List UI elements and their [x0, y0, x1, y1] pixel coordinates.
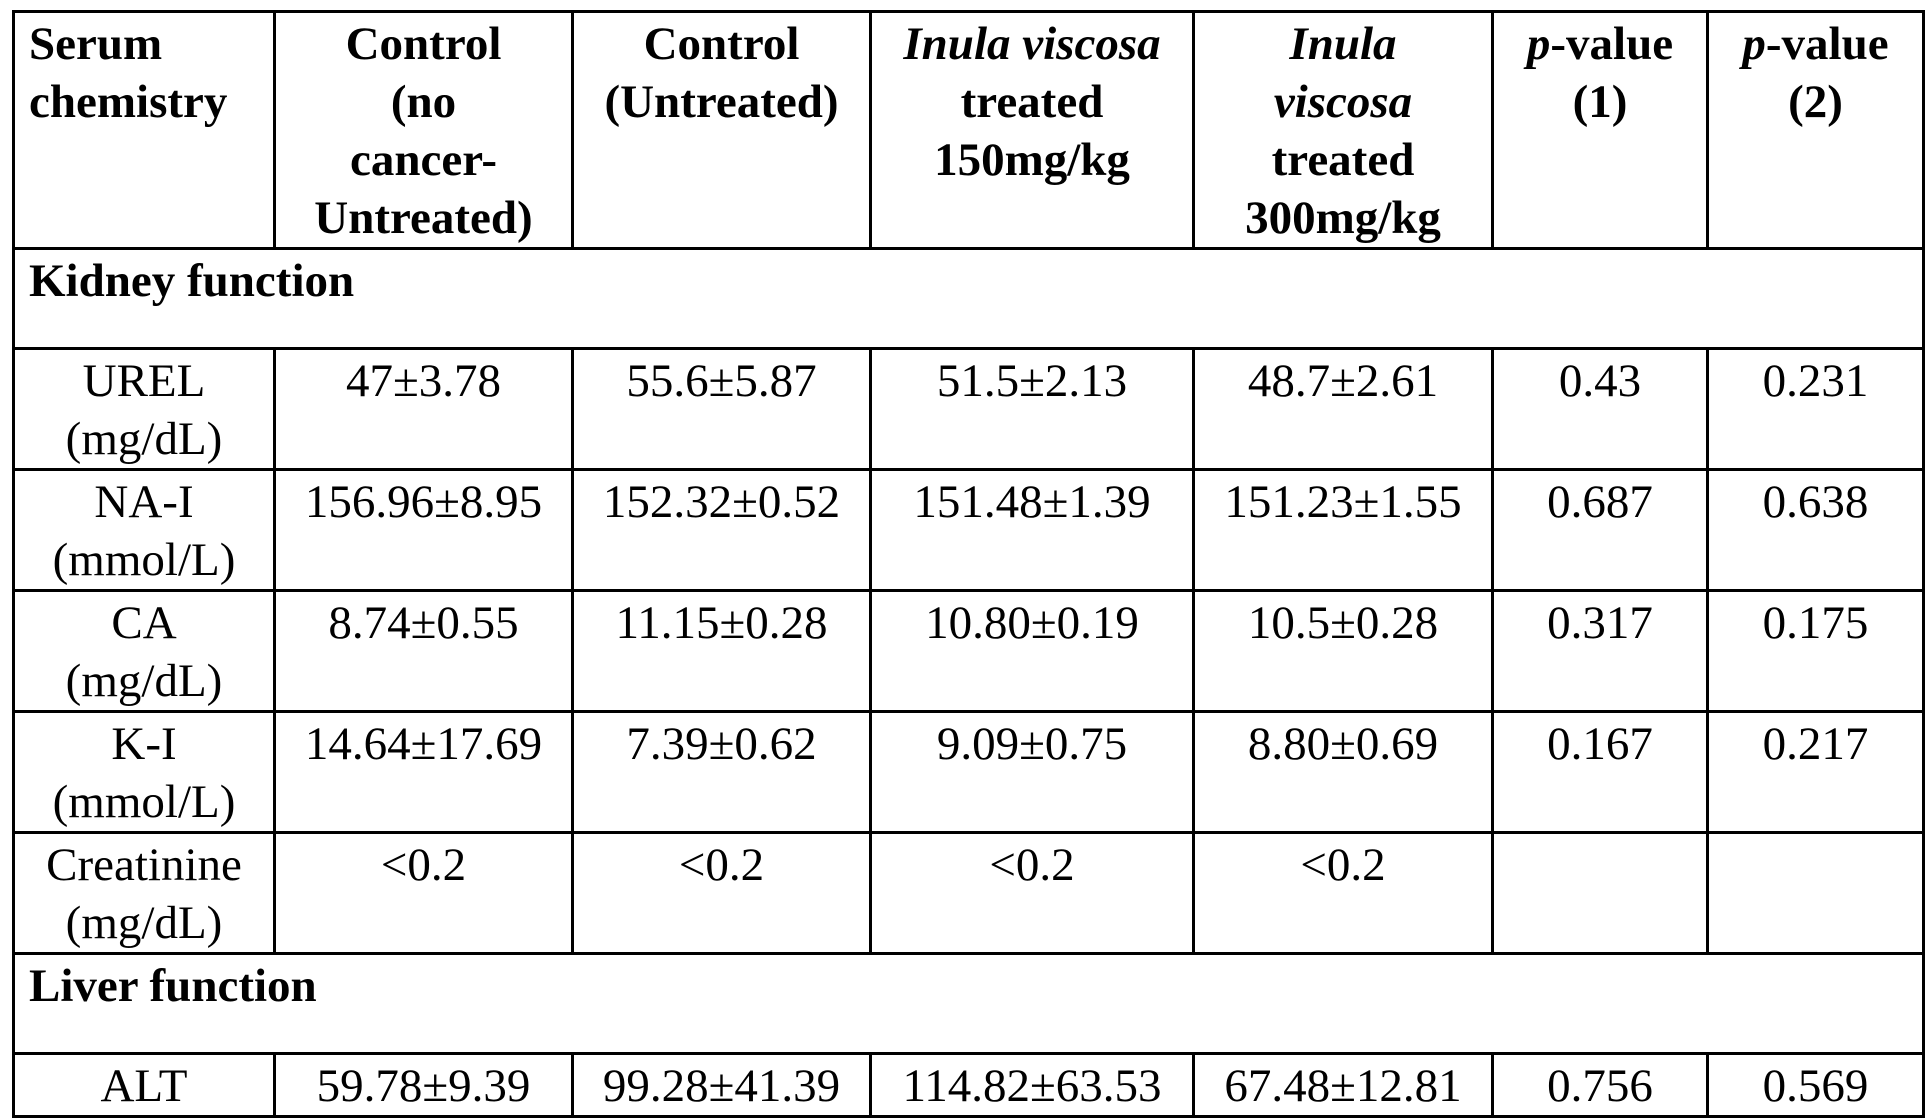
table-cell: 152.32±0.52: [573, 470, 871, 591]
table-cell: 67.48±12.81: [1194, 1054, 1493, 1117]
table-cell: 10.80±0.19: [871, 591, 1194, 712]
analyte-name: Creatinine: [29, 836, 259, 894]
table-cell: 48.7±2.61: [1194, 349, 1493, 470]
header-row: Serum chemistry Control (no cancer- Untr…: [14, 12, 1924, 249]
analyte-name: CA: [29, 594, 259, 652]
table-cell: 0.43: [1493, 349, 1708, 470]
table-cell: 151.23±1.55: [1194, 470, 1493, 591]
row-label: Creatinine (mg/dL): [14, 833, 275, 954]
section-title: Liver function: [14, 954, 1924, 1054]
table-row: UREL (mg/dL) 47±3.78 55.6±5.87 51.5±2.13…: [14, 349, 1924, 470]
header-text: chemistry: [29, 73, 259, 131]
header-text: cancer-: [290, 131, 557, 189]
header-text: Control: [588, 15, 855, 73]
table-cell: 47±3.78: [275, 349, 573, 470]
row-label: CA (mg/dL): [14, 591, 275, 712]
header-text: (Untreated): [588, 73, 855, 131]
table-row: Creatinine (mg/dL) <0.2 <0.2 <0.2 <0.2: [14, 833, 1924, 954]
section-title: Kidney function: [14, 249, 1924, 349]
header-p-value-2: p-value (2): [1708, 12, 1924, 249]
analyte-name: K-I: [29, 715, 259, 773]
analyte-unit: (mmol/L): [29, 531, 259, 589]
header-text: Serum: [29, 15, 259, 73]
header-text: p-value: [1508, 15, 1692, 73]
header-text: 150mg/kg: [886, 131, 1178, 189]
table-cell: 8.80±0.69: [1194, 712, 1493, 833]
table-row: ALT 59.78±9.39 99.28±41.39 114.82±63.53 …: [14, 1054, 1924, 1117]
table-cell: 8.74±0.55: [275, 591, 573, 712]
header-text: treated: [886, 73, 1178, 131]
table-cell: 10.5±0.28: [1194, 591, 1493, 712]
header-control-untreated: Control (Untreated): [573, 12, 871, 249]
analyte-unit: (mg/dL): [29, 652, 259, 710]
table-cell: 156.96±8.95: [275, 470, 573, 591]
table-row: K-I (mmol/L) 14.64±17.69 7.39±0.62 9.09±…: [14, 712, 1924, 833]
header-text: p-value: [1723, 15, 1908, 73]
p-suffix: -value: [1550, 18, 1673, 70]
analyte-name: NA-I: [29, 473, 259, 531]
table-cell: 151.48±1.39: [871, 470, 1194, 591]
row-label: UREL (mg/dL): [14, 349, 275, 470]
header-text: Inula: [1209, 15, 1477, 73]
header-text: treated: [1209, 131, 1477, 189]
table-cell: 59.78±9.39: [275, 1054, 573, 1117]
header-text: (1): [1508, 73, 1692, 131]
table-cell: 0.175: [1708, 591, 1924, 712]
header-text: 300mg/kg: [1209, 189, 1477, 247]
table-cell: [1493, 833, 1708, 954]
header-p-value-1: p-value (1): [1493, 12, 1708, 249]
section-row-kidney: Kidney function: [14, 249, 1924, 349]
header-serum-chemistry: Serum chemistry: [14, 12, 275, 249]
header-text: (no: [290, 73, 557, 131]
row-label: NA-I (mmol/L): [14, 470, 275, 591]
table-cell: 0.756: [1493, 1054, 1708, 1117]
section-row-liver: Liver function: [14, 954, 1924, 1054]
table-cell: 0.638: [1708, 470, 1924, 591]
p-symbol: p: [1742, 18, 1766, 70]
table-cell: 55.6±5.87: [573, 349, 871, 470]
table-cell: 0.167: [1493, 712, 1708, 833]
analyte-name: ALT: [29, 1057, 259, 1115]
table-cell: <0.2: [1194, 833, 1493, 954]
table-cell: 0.231: [1708, 349, 1924, 470]
table-cell: 0.317: [1493, 591, 1708, 712]
table-cell: 9.09±0.75: [871, 712, 1194, 833]
header-text: Inula viscosa: [886, 15, 1178, 73]
row-label: ALT: [14, 1054, 275, 1117]
table-cell: [1708, 833, 1924, 954]
table-cell: <0.2: [573, 833, 871, 954]
row-label: K-I (mmol/L): [14, 712, 275, 833]
header-text: Untreated): [290, 189, 557, 247]
table-cell: 0.217: [1708, 712, 1924, 833]
table-cell: 51.5±2.13: [871, 349, 1194, 470]
table-cell: 14.64±17.69: [275, 712, 573, 833]
header-text: (2): [1723, 73, 1908, 131]
analyte-unit: (mg/dL): [29, 410, 259, 468]
table-cell: 114.82±63.53: [871, 1054, 1194, 1117]
analyte-name: UREL: [29, 352, 259, 410]
table-cell: 0.569: [1708, 1054, 1924, 1117]
p-suffix: -value: [1766, 18, 1889, 70]
table-cell: 99.28±41.39: [573, 1054, 871, 1117]
analyte-unit: (mmol/L): [29, 773, 259, 831]
table-cell: 11.15±0.28: [573, 591, 871, 712]
table-cell: <0.2: [275, 833, 573, 954]
header-text: Control: [290, 15, 557, 73]
table-cell: <0.2: [871, 833, 1194, 954]
table-cell: 7.39±0.62: [573, 712, 871, 833]
table-row: CA (mg/dL) 8.74±0.55 11.15±0.28 10.80±0.…: [14, 591, 1924, 712]
header-control-no-cancer: Control (no cancer- Untreated): [275, 12, 573, 249]
p-symbol: p: [1527, 18, 1551, 70]
header-inula-150: Inula viscosa treated 150mg/kg: [871, 12, 1194, 249]
table-cell: 0.687: [1493, 470, 1708, 591]
serum-chemistry-table: Serum chemistry Control (no cancer- Untr…: [12, 10, 1925, 1118]
header-text: viscosa: [1209, 73, 1477, 131]
header-inula-300: Inula viscosa treated 300mg/kg: [1194, 12, 1493, 249]
analyte-unit: (mg/dL): [29, 894, 259, 952]
table-row: NA-I (mmol/L) 156.96±8.95 152.32±0.52 15…: [14, 470, 1924, 591]
